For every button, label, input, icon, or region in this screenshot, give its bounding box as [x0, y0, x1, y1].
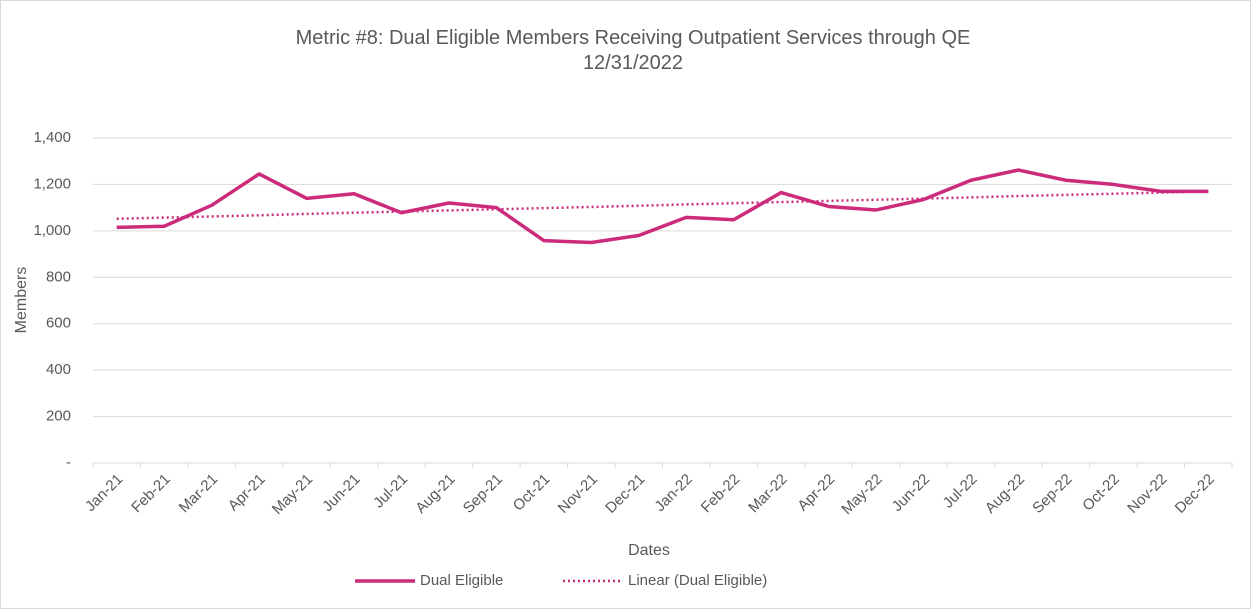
trend-line — [116, 190, 1209, 221]
y-tick-label: 200 — [46, 408, 71, 425]
y-tick-label: 400 — [46, 361, 71, 378]
y-tick-label: 1,200 — [33, 175, 71, 192]
chart-title: Metric #8: Dual Eligible Members Receivi… — [295, 27, 971, 74]
y-tick-label: 1,000 — [33, 222, 71, 239]
y-tick-label: - — [66, 454, 71, 471]
y-tick-label: 600 — [46, 315, 71, 332]
legend-label: Linear (Dual Eligible) — [628, 572, 767, 589]
y-tick-label: 800 — [46, 268, 71, 285]
x-axis-label: Dates — [628, 542, 670, 559]
series-line — [116, 168, 1209, 245]
y-tick-label: 1,400 — [33, 129, 71, 146]
legend-label: Dual Eligible — [420, 572, 503, 589]
y-axis-label: Members — [13, 267, 30, 334]
